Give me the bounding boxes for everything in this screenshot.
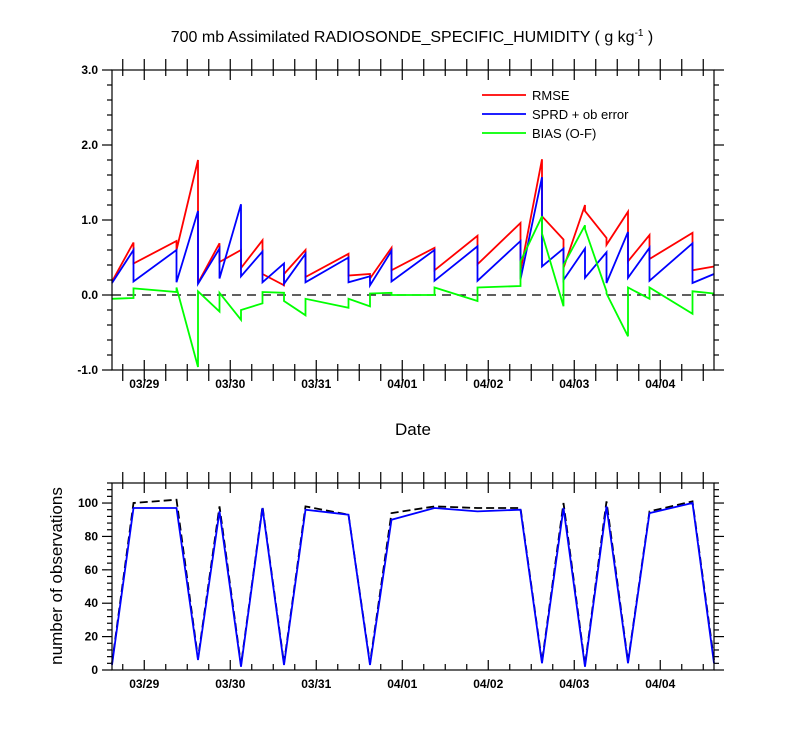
- bottom-plot-frame: [111, 482, 715, 671]
- x-tick-label: 04/03: [559, 677, 589, 691]
- x-tick-label: 03/29: [129, 377, 159, 391]
- x-tick-label: 03/29: [129, 677, 159, 691]
- x-tick-label: 03/30: [215, 377, 245, 391]
- legend-label-0: RMSE: [532, 88, 570, 103]
- chart-title-main: 700 mb Assimilated RADIOSONDE_SPECIFIC_H…: [171, 29, 635, 46]
- y-axis-title-observations: number of observations: [47, 487, 66, 665]
- series-line-0: [111, 498, 715, 666]
- series-line-2: [111, 215, 715, 368]
- chart-title-suffix: ): [643, 29, 653, 46]
- y-tick-label: 2.0: [81, 138, 98, 152]
- y-tick-label: 0: [91, 663, 98, 677]
- y-tick-label: 1.0: [81, 213, 98, 227]
- legend-label-2: BIAS (O-F): [532, 126, 596, 141]
- series-line-1: [111, 177, 715, 289]
- y-tick-label: 3.0: [81, 63, 98, 77]
- x-tick-label: 03/31: [301, 377, 331, 391]
- top-ticks: [102, 59, 724, 381]
- bottom-panel: 03/29 03/30 03/31 04/01 04/02 04/03 04/04 0 20 40…: [47, 472, 724, 691]
- bottom-tick-labels: 03/29 03/30 03/31 04/01 04/02 04/03 04/04 0 20 40…: [78, 496, 676, 691]
- bottom-series-lines: [111, 498, 715, 667]
- x-tick-label: 04/02: [473, 377, 503, 391]
- x-tick-label: 04/04: [645, 677, 675, 691]
- top-series-lines: [111, 159, 715, 368]
- top-panel: 03/29 03/30 03/31 04/01 04/02 04/03 04/04 -1.0 0…: [77, 59, 724, 439]
- y-tick-label: 0.0: [81, 288, 98, 302]
- y-tick-label: 40: [85, 596, 99, 610]
- y-tick-label: 100: [78, 496, 98, 510]
- top-plot-frame: [111, 69, 715, 371]
- y-tick-label: -1.0: [77, 363, 98, 377]
- x-axis-title: Date: [395, 420, 431, 439]
- bottom-ticks: [102, 472, 724, 671]
- x-tick-label: 04/02: [473, 677, 503, 691]
- y-tick-label: 80: [85, 529, 99, 543]
- x-tick-label: 04/04: [645, 377, 675, 391]
- x-tick-label: 03/31: [301, 677, 331, 691]
- chart-title: 700 mb Assimilated RADIOSONDE_SPECIFIC_H…: [171, 28, 654, 46]
- series-line-1: [111, 501, 715, 667]
- legend-label-1: SPRD + ob error: [532, 107, 629, 122]
- x-tick-label: 03/30: [215, 677, 245, 691]
- top-tick-labels: 03/29 03/30 03/31 04/01 04/02 04/03 04/04 -1.0 0…: [77, 63, 675, 391]
- y-tick-label: 60: [85, 563, 99, 577]
- chart-title-superscript: -1: [635, 28, 644, 39]
- x-tick-label: 04/01: [387, 677, 417, 691]
- legend: RMSE SPRD + ob error BIAS (O-F): [482, 88, 629, 141]
- x-tick-label: 04/03: [559, 377, 589, 391]
- x-tick-label: 04/01: [387, 377, 417, 391]
- y-tick-label: 20: [85, 630, 99, 644]
